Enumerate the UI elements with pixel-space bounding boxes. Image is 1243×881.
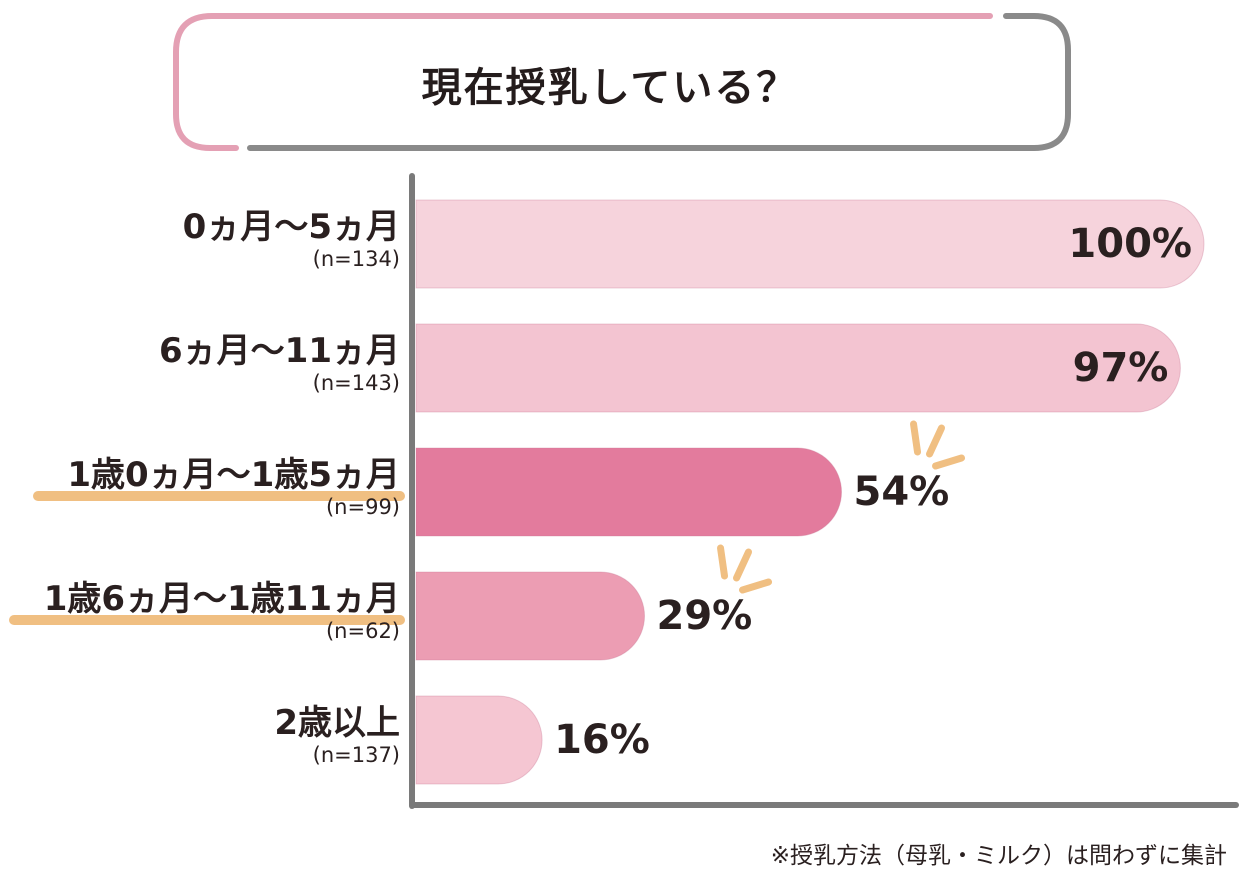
title-frame-gray xyxy=(247,13,1071,151)
category-name: 6ヵ月〜11ヵ月 xyxy=(159,331,400,371)
emphasis-spark-3-0 xyxy=(717,544,729,580)
bars-layer xyxy=(415,199,1205,785)
spark-layer xyxy=(717,420,966,594)
category-label-0: 0ヵ月〜5ヵ月 (n=134) xyxy=(183,208,400,272)
emphasis-spark-3-2 xyxy=(739,578,773,594)
category-label-1: 6ヵ月〜11ヵ月 (n=143) xyxy=(159,332,400,396)
title-frame-pink xyxy=(173,13,993,151)
bar-2 xyxy=(415,447,843,537)
bar-4 xyxy=(415,695,543,785)
category-sample-size: (n=99) xyxy=(325,495,400,519)
bar-0 xyxy=(415,199,1205,289)
category-name: 1歳0ヵ月〜1歳5ヵ月 xyxy=(67,455,400,495)
value-label-1: 97% xyxy=(1072,345,1169,391)
category-name: 0ヵ月〜5ヵ月 xyxy=(182,207,400,247)
category-label-4: 2歳以上 (n=137) xyxy=(274,704,400,768)
category-name: 1歳6ヵ月〜1歳11ヵ月 xyxy=(43,579,400,619)
emphasis-spark-2-2 xyxy=(932,454,966,470)
category-sample-size: (n=134) xyxy=(312,247,400,271)
footnote: ※授乳方法（母乳・ミルク）は問わずに集計 xyxy=(770,843,1227,869)
chart-title: 現在授乳している？ xyxy=(421,65,799,111)
value-label-3: 29% xyxy=(656,593,753,639)
category-name: 2歳以上 xyxy=(274,703,400,743)
category-sample-size: (n=62) xyxy=(325,619,400,643)
category-label-3: 1歳6ヵ月〜1歳11ヵ月 (n=62) xyxy=(44,580,400,644)
value-label-4: 16% xyxy=(554,717,650,763)
underline-layer xyxy=(9,491,405,625)
category-sample-size: (n=143) xyxy=(312,371,400,395)
value-label-0: 100% xyxy=(1068,221,1192,267)
value-label-2: 54% xyxy=(853,469,950,515)
bar-3 xyxy=(415,571,646,661)
emphasis-spark-2-0 xyxy=(910,420,922,456)
category-label-2: 1歳0ヵ月〜1歳5ヵ月 (n=99) xyxy=(67,456,400,520)
emphasis-spark-3-1 xyxy=(733,548,753,582)
bar-1 xyxy=(415,323,1181,413)
emphasis-spark-2-1 xyxy=(926,424,946,458)
category-sample-size: (n=137) xyxy=(312,743,400,767)
